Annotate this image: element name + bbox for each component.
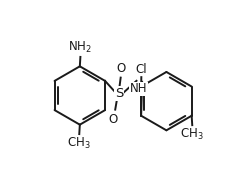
Text: O: O: [109, 113, 118, 126]
Text: Cl: Cl: [136, 63, 147, 76]
Text: O: O: [116, 62, 126, 75]
Text: NH$_2$: NH$_2$: [68, 40, 92, 55]
Text: CH$_3$: CH$_3$: [180, 127, 204, 142]
Text: NH: NH: [130, 82, 148, 95]
Text: CH$_3$: CH$_3$: [68, 136, 91, 151]
Text: S: S: [115, 87, 123, 100]
